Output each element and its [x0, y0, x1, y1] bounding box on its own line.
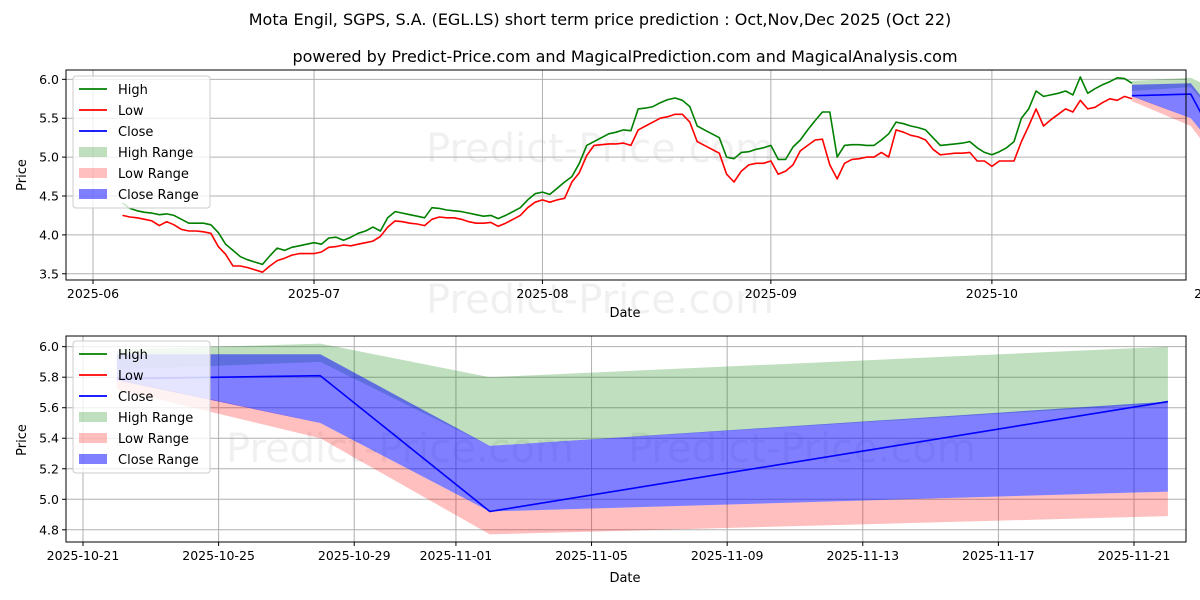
legend-swatch-patch — [79, 454, 107, 464]
y-tick-label: 5.2 — [39, 461, 59, 476]
legend-label: Low — [118, 104, 144, 119]
legend-box — [72, 75, 211, 209]
y-tick-label: 4.0 — [39, 227, 59, 242]
top-x-axis-label: Date — [609, 306, 640, 321]
x-tick-label: 2025-07 — [288, 286, 340, 301]
x-tick-label: 2025-11-17 — [962, 548, 1035, 563]
y-tick-label: 3.5 — [39, 266, 59, 281]
top-y-axis-label: Price — [15, 159, 30, 191]
legend-label: High Range — [118, 411, 193, 426]
y-tick-label: 4.8 — [39, 522, 59, 537]
close-prediction-line — [1131, 93, 1200, 114]
low-range-band — [116, 378, 1168, 535]
watermark-top-lower: Predict-Price.com — [426, 277, 774, 323]
x-tick-label: 2025-11-13 — [826, 548, 899, 563]
y-tick-label: 5.0 — [39, 150, 59, 165]
x-tick-label: 2025-10-25 — [182, 548, 255, 563]
legend-label: High — [118, 83, 148, 98]
y-tick-label: 5.5 — [39, 111, 59, 126]
bottom-plot-frame — [65, 335, 1187, 543]
bottom-y-axis-label: Price — [15, 424, 30, 456]
chart-subtitle: powered by Predict-Price.com and Magical… — [292, 47, 957, 66]
x-tick-label: 2025-09 — [745, 286, 797, 301]
x-tick-label: 2025-11-09 — [691, 548, 764, 563]
low-range-band — [1131, 95, 1200, 139]
legend-label: Close Range — [118, 453, 199, 468]
top-legend: High Low Close High Range Low Range Close Ran… — [72, 75, 211, 209]
y-tick-label: 5.0 — [39, 492, 59, 507]
x-tick-label: 2025-11-05 — [555, 548, 628, 563]
y-tick-label: 5.4 — [39, 431, 59, 446]
top-chart-panel: Predict-Price.com Predict-Price.com 2025… — [15, 69, 1200, 323]
y-tick-label: 5.8 — [39, 370, 59, 385]
legend-label: Close — [118, 390, 153, 405]
legend-swatch-patch — [79, 168, 107, 178]
high-price-line — [122, 76, 1133, 266]
legend-label: Low Range — [118, 432, 189, 447]
legend-swatch-patch — [79, 189, 107, 199]
chart-title: Mota Engil, SGPS, S.A. (EGL.LS) short te… — [249, 10, 952, 29]
x-tick-label: 2025-11-21 — [1098, 548, 1171, 563]
x-tick-label: 2025-10 — [966, 286, 1018, 301]
close-prediction-line — [116, 374, 1169, 513]
bottom-chart-panel: Predict-Price.com Predict-Price.com 2025… — [15, 335, 1187, 586]
legend-swatch-patch — [79, 433, 107, 443]
top-plot-frame — [65, 69, 1187, 281]
legend-label: Low Range — [118, 167, 189, 182]
legend-label: Close — [118, 125, 153, 140]
legend-label: High — [118, 348, 148, 363]
x-tick-label: 2025-11 — [1194, 286, 1200, 301]
low-price-line — [122, 95, 1133, 274]
y-tick-label: 4.5 — [39, 189, 59, 204]
legend-swatch-patch — [79, 147, 107, 157]
watermark-top-upper: Predict-Price.com — [426, 126, 774, 172]
x-tick-label: 2025-06 — [67, 286, 119, 301]
bottom-x-axis-label: Date — [609, 571, 640, 586]
x-tick-label: 2025-10-29 — [318, 548, 391, 563]
y-tick-label: 6.0 — [39, 339, 59, 354]
x-tick-label: 2025-10-21 — [47, 548, 120, 563]
x-tick-label: 2025-11-01 — [420, 548, 493, 563]
legend-swatch-patch — [79, 412, 107, 422]
legend-box — [72, 340, 211, 474]
y-tick-label: 6.0 — [39, 72, 59, 87]
bottom-legend: High Low Close High Range Low Range Close Ran… — [72, 340, 211, 474]
legend-label: High Range — [118, 146, 193, 161]
legend-label: Close Range — [118, 188, 199, 203]
high-range-band — [116, 343, 1168, 446]
y-tick-label: 5.6 — [39, 400, 59, 415]
close-range-band — [116, 354, 1168, 512]
legend-label: Low — [118, 369, 144, 384]
x-tick-label: 2025-08 — [516, 286, 568, 301]
